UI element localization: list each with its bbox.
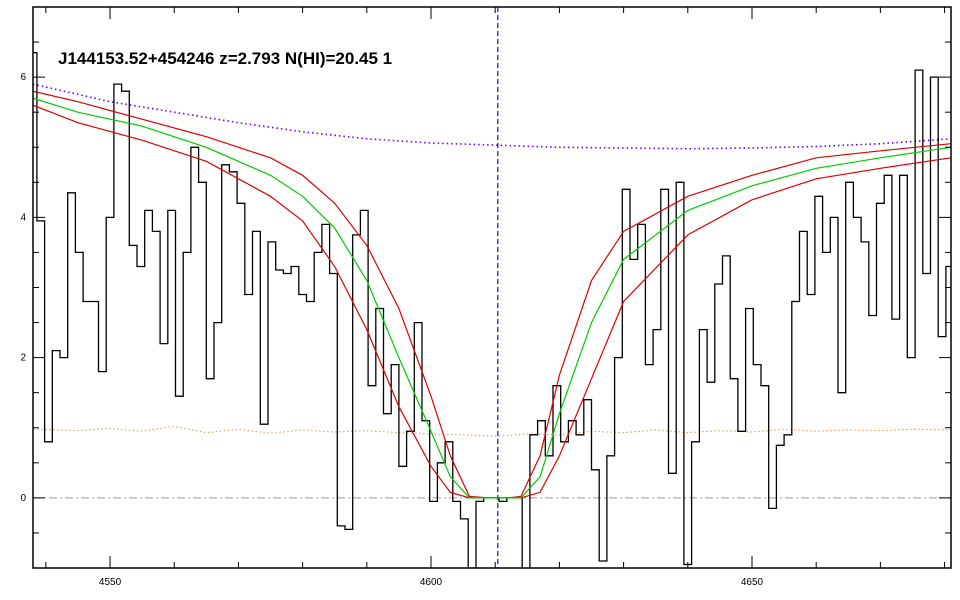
model-upper-bound-line bbox=[33, 90, 951, 499]
y-tick-label: 2 bbox=[20, 353, 26, 364]
x-tick-label: 4550 bbox=[99, 577, 122, 588]
model-fit-line bbox=[33, 97, 951, 499]
y-tick-label: 4 bbox=[20, 212, 26, 223]
y-tick-label: 0 bbox=[20, 493, 26, 504]
plot-area: 4550 4600 4650 0 2 4 6 bbox=[20, 6, 952, 588]
x-tick-label: 4600 bbox=[420, 577, 443, 588]
data-layer bbox=[33, 7, 951, 568]
plot-title: J144153.52+454246 z=2.793 N(HI)=20.45 1 bbox=[58, 49, 392, 68]
error-spectrum-line bbox=[33, 425, 951, 437]
x-tick-label: 4650 bbox=[741, 577, 764, 588]
y-tick-label: 6 bbox=[20, 72, 26, 83]
